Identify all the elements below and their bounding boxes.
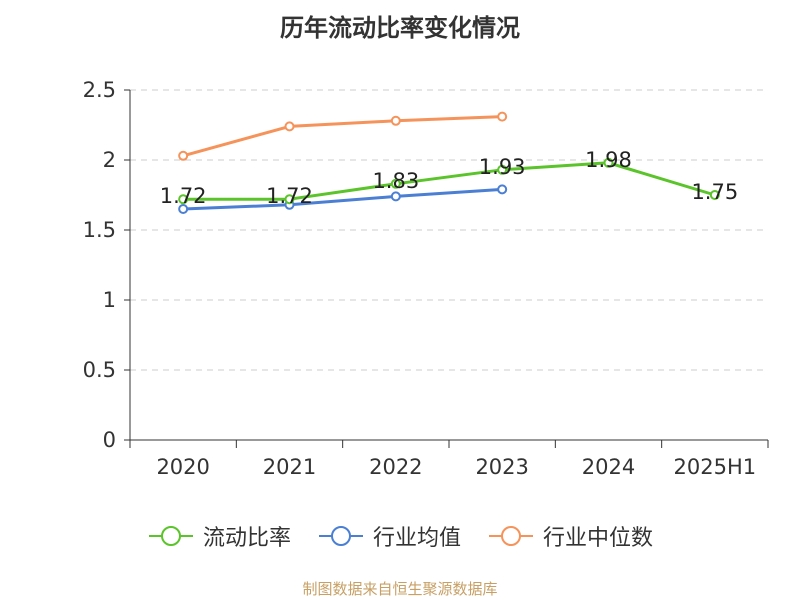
legend: 流动比率 行业均值 行业中位数 [0, 520, 800, 552]
x-tick-label: 2022 [369, 455, 422, 479]
x-tick-label: 2025H1 [674, 455, 757, 479]
data-label: 1.98 [585, 148, 632, 172]
legend-marker-current-ratio [148, 526, 193, 546]
series-line [182, 115, 503, 158]
series-line [183, 187, 503, 211]
legend-label: 流动比率 [202, 526, 291, 551]
legend-label: 行业均值 [372, 526, 461, 551]
legend-marker-industry-median [489, 526, 533, 546]
data-point [390, 191, 401, 202]
data-point [178, 204, 189, 214]
data-point [709, 190, 720, 200]
data-point [178, 150, 189, 161]
y-tick-label: 2.5 [83, 78, 116, 102]
y-tick-label: 2 [103, 148, 116, 172]
data-point [178, 194, 189, 205]
legend-marker-industry-mean [318, 526, 363, 546]
legend-item-industry-mean[interactable]: 行业均值 [317, 520, 461, 552]
data-point [390, 115, 401, 126]
data-label: 1.93 [479, 155, 526, 179]
chart-title: 历年流动比率变化情况 [280, 14, 520, 42]
data-point [390, 178, 401, 189]
y-tick-label: 0.5 [83, 358, 116, 382]
data-source-note: 制图数据来自恒生聚源数据库 [302, 580, 498, 598]
x-tick-label: 2020 [156, 455, 209, 479]
y-tick-label: 1.5 [83, 218, 116, 242]
data-point [603, 157, 614, 168]
data-point [497, 111, 508, 122]
data-point [497, 164, 508, 175]
x-tick-label: 2021 [263, 455, 316, 479]
y-tick-label: 0 [103, 428, 116, 452]
data-label: 1.72 [266, 184, 313, 208]
data-point [284, 194, 295, 205]
data-point [497, 184, 508, 195]
data-label: 1.75 [691, 180, 738, 204]
legend-item-current-ratio[interactable]: 流动比率 [147, 520, 291, 552]
x-tick-label: 2023 [475, 455, 528, 479]
series-line [183, 161, 716, 201]
y-tick-label: 1 [103, 288, 116, 312]
data-label: 1.72 [160, 184, 207, 208]
legend-label: 行业中位数 [543, 526, 654, 551]
data-point [284, 121, 295, 132]
x-tick-label: 2024 [582, 455, 635, 479]
data-label: 1.83 [372, 169, 419, 193]
legend-item-industry-median[interactable]: 行业中位数 [487, 520, 653, 552]
